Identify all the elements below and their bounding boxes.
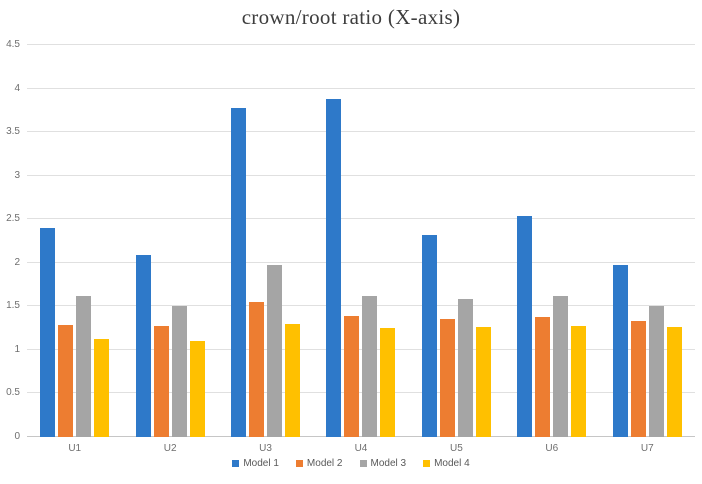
- bar-model-2: [58, 324, 74, 437]
- y-tick-label: 4.5: [6, 39, 20, 50]
- bar-model-3: [76, 295, 92, 437]
- bar-model-1: [612, 265, 628, 437]
- gridline: [27, 348, 695, 350]
- y-tick-label: 1: [14, 343, 20, 355]
- gridline: [27, 392, 695, 394]
- bar-model-3: [553, 295, 569, 437]
- bar-model-4: [380, 328, 396, 437]
- bar-model-3: [362, 295, 378, 437]
- y-tick-label: 0: [14, 431, 20, 442]
- plot-area: 0 0.5 1 1.5 2 2.5 3 3.5 4 4.5 U1 U2 U3 U4 U5 U6 U7: [6, 40, 695, 454]
- bar-group-u2: U2: [122, 45, 217, 454]
- bar-model-1: [517, 215, 533, 437]
- bar-model-1: [40, 227, 56, 437]
- bar-model-1: [135, 254, 151, 437]
- legend-label: Model 1: [243, 458, 279, 469]
- gridline: [27, 218, 695, 220]
- bar-model-2: [344, 315, 360, 437]
- bar-model-2: [535, 316, 551, 437]
- bar-group-u7: U7: [600, 45, 695, 454]
- x-tick-label: U4: [354, 443, 368, 454]
- x-tick-label: U7: [640, 443, 654, 454]
- bar-model-3: [171, 306, 187, 437]
- bar-model-1: [421, 234, 437, 437]
- gridline: [27, 305, 695, 307]
- x-tick-label: U3: [259, 443, 272, 454]
- bar-model-4: [475, 327, 491, 437]
- bar-model-2: [439, 318, 455, 437]
- bar-model-3: [648, 306, 664, 437]
- x-axis-baseline: [27, 436, 695, 437]
- legend-swatch: [359, 460, 367, 467]
- legend-swatch: [423, 460, 431, 467]
- bar-group-u4: U4: [313, 45, 408, 454]
- x-tick-label: U6: [545, 443, 559, 454]
- y-tick-label: 1.5: [6, 300, 20, 312]
- bar-model-4: [94, 339, 110, 437]
- legend-label: Model 3: [370, 458, 407, 469]
- bar-model-2: [249, 301, 265, 437]
- gridline: [27, 131, 695, 133]
- bar-model-2: [630, 321, 646, 437]
- y-tick-label: 3.5: [6, 126, 20, 138]
- x-tick-label: U2: [163, 443, 177, 454]
- legend-label: Model 4: [434, 458, 470, 469]
- legend-item-model-4: Model 4: [423, 458, 470, 469]
- x-tick-label: U1: [68, 443, 82, 454]
- legend-label: Model 2: [306, 458, 343, 469]
- y-tick-label: 2.5: [6, 213, 20, 225]
- y-tick-label: 3: [14, 169, 20, 181]
- legend-swatch: [295, 460, 303, 467]
- bar-group-u1: U1: [27, 45, 122, 454]
- y-tick-label: 0.5: [6, 387, 20, 399]
- bar-group-u6: U6: [504, 45, 599, 454]
- legend: Model 1 Model 2 Model 3 Model 4: [0, 458, 702, 469]
- bar-model-2: [153, 326, 169, 437]
- bar-model-1: [326, 99, 342, 437]
- y-tick-label: 4: [14, 82, 20, 94]
- x-tick-label: U5: [450, 443, 463, 454]
- gridline: [27, 87, 695, 89]
- bar-model-3: [267, 264, 283, 437]
- bar-model-4: [666, 327, 682, 437]
- bar-model-1: [231, 107, 247, 437]
- bar-model-4: [571, 326, 587, 437]
- gridline: [27, 44, 695, 45]
- bar-group-u3: U3: [218, 45, 313, 454]
- legend-item-model-1: Model 1: [232, 458, 279, 469]
- legend-item-model-2: Model 2: [295, 458, 343, 469]
- gridline: [27, 174, 695, 176]
- bar-model-4: [285, 323, 301, 437]
- gridline: [27, 261, 695, 263]
- legend-swatch: [232, 460, 240, 467]
- bar-group-u5: U5: [409, 45, 504, 454]
- bar-model-4: [189, 341, 205, 437]
- bar-model-3: [457, 298, 473, 437]
- y-tick-label: 2: [14, 256, 20, 268]
- legend-item-model-3: Model 3: [359, 458, 407, 469]
- chart-title: crown/root ratio (X-axis): [241, 5, 461, 29]
- bar-groups: U1 U2 U3 U4 U5 U6 U7: [27, 45, 695, 454]
